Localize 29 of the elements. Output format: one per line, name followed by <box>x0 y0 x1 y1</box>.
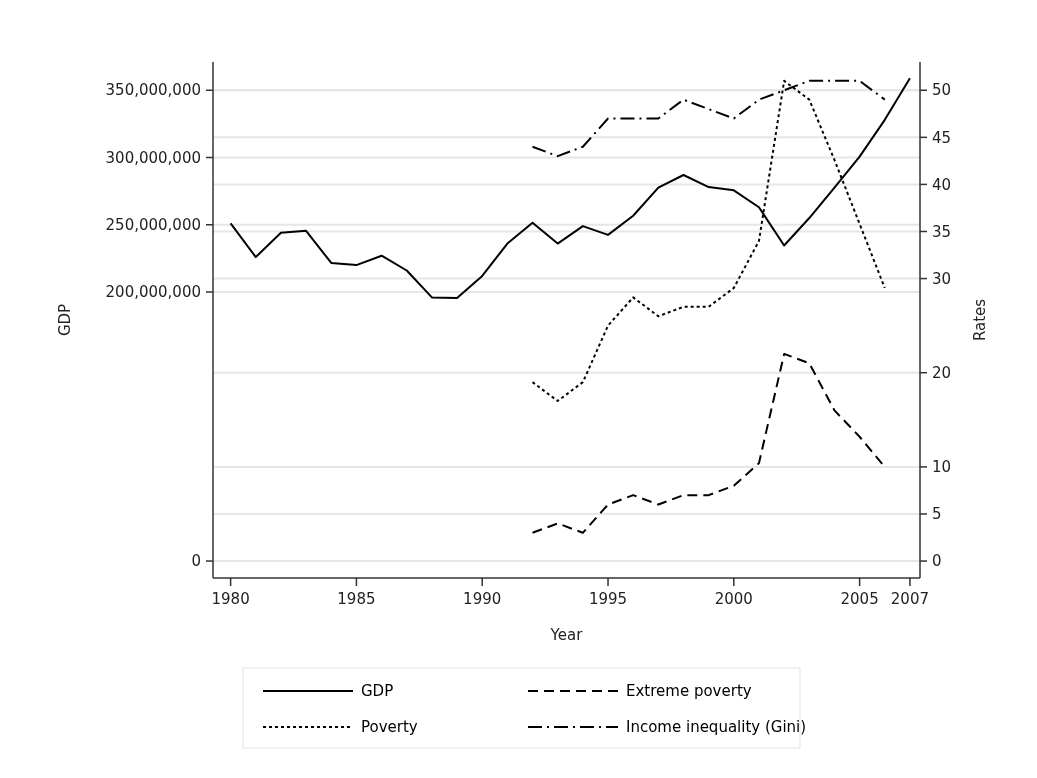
y-tick-label: 300,000,000 <box>105 148 201 167</box>
y-tick-label: 200,000,000 <box>105 283 201 302</box>
legend-label: Extreme poverty <box>626 682 752 701</box>
y-tick-label: 250,000,000 <box>105 216 201 235</box>
x-tick-label: 1980 <box>211 590 250 608</box>
y2-axis-title: Rates <box>971 298 989 342</box>
y-tick-label: 0 <box>191 552 201 571</box>
x-tick-label: 1985 <box>337 590 376 608</box>
x-tick-label: 2000 <box>714 590 753 608</box>
y-tick-label: 350,000,000 <box>105 81 201 100</box>
x-tick-label: 2005 <box>840 590 879 608</box>
y2-tick-label: 30 <box>932 269 952 288</box>
line-series <box>531 352 886 534</box>
y2-tick-label: 45 <box>932 128 952 147</box>
y2-tick-label: 5 <box>932 505 942 524</box>
y2-tick-label: 35 <box>932 222 952 241</box>
x-tick-label: 2007 <box>890 590 930 608</box>
x-axis-title: Year <box>549 626 584 644</box>
x-tick-label: 1990 <box>463 590 502 608</box>
x-tick-label: 1995 <box>588 590 628 608</box>
legend-label: Poverty <box>361 718 418 737</box>
legend-label: GDP <box>361 682 394 701</box>
y2-tick-label: 50 <box>932 81 952 100</box>
y2-tick-label: 20 <box>932 363 952 382</box>
y2-tick-label: 10 <box>932 458 952 477</box>
y-axis-title: GDP <box>56 303 74 337</box>
legend-label: Income inequality (Gini) <box>626 718 807 737</box>
y2-tick-label: 0 <box>932 552 942 571</box>
y2-tick-label: 40 <box>932 175 952 194</box>
